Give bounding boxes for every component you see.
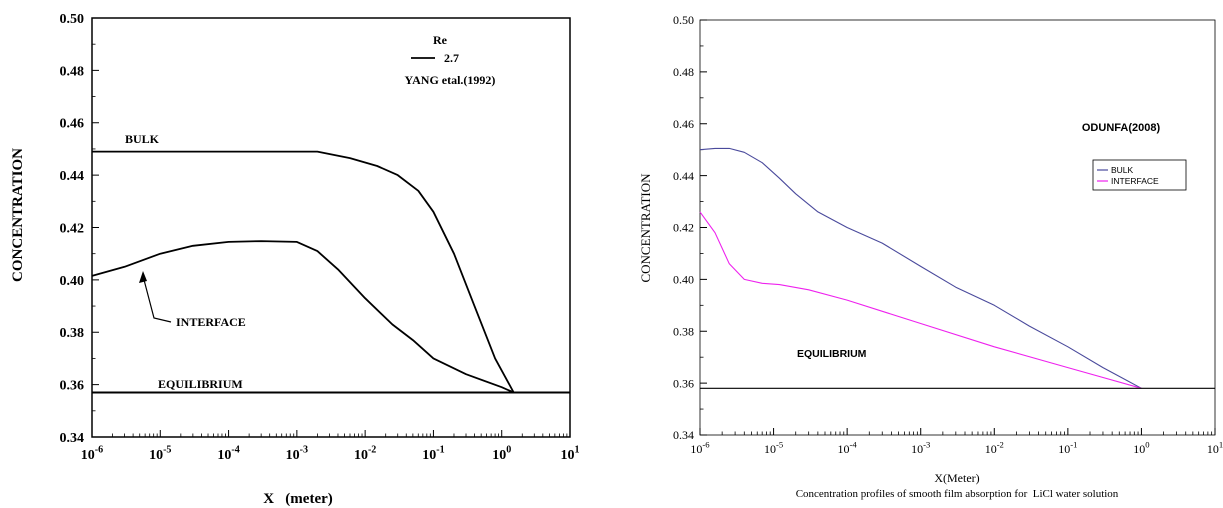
x-tick-label: 10-3 — [286, 445, 308, 463]
y-tick-label: 0.46 — [60, 117, 85, 132]
plot-frame — [91, 17, 571, 438]
x-tick-label: 10-6 — [690, 440, 710, 456]
right-chart: 0.34 0.36 0.38 0.40 0.42 0.44 0.46 0.48 0.50 10-6… — [638, 13, 1223, 500]
left-interface-arrow-shaft — [142, 275, 172, 323]
y-tick-label: 0.48 — [60, 64, 85, 79]
left-axes — [91, 17, 571, 438]
right-legend-bulk-label: BULK — [1111, 165, 1134, 175]
left-interface-arrowhead — [139, 271, 147, 283]
x-tick-label: 10-5 — [764, 440, 783, 456]
x-tick-label: 10-5 — [149, 445, 171, 463]
y-tick-label: 0.42 — [673, 221, 694, 235]
y-tick-label: 0.36 — [673, 376, 694, 390]
series-line-bulk — [92, 150, 515, 393]
left-series — [91, 150, 570, 394]
right-caption: Concentration profiles of smooth film ab… — [796, 488, 1119, 500]
series-line-interface — [699, 211, 1142, 389]
left-annotation-equilibrium: EQUILIBRIUM — [158, 377, 243, 391]
y-tick-label: 0.34 — [673, 428, 694, 442]
right-axes — [699, 19, 1216, 436]
x-tick-label: 101 — [1207, 440, 1223, 456]
left-annotation-bulk: BULK — [125, 132, 160, 146]
y-tick-label: 0.38 — [60, 326, 85, 341]
x-tick-label: 10-1 — [422, 445, 444, 463]
y-tick-label: 0.50 — [673, 13, 694, 27]
left-tick-labels: 0.34 0.36 0.38 0.40 0.42 0.44 0.46 0.48 0.50 10-6… — [60, 12, 580, 463]
series-line-interface — [91, 240, 515, 394]
y-tick-label: 0.50 — [60, 12, 85, 27]
x-tick-label: 10-2 — [354, 445, 376, 463]
right-source-label: ODUNFA(2008) — [1082, 122, 1161, 134]
y-tick-label: 0.42 — [60, 221, 85, 236]
right-legend-box — [1092, 159, 1187, 191]
x-tick-label: 10-2 — [985, 440, 1004, 456]
plot-frame — [699, 19, 1216, 436]
right-tick-labels: 0.34 0.36 0.38 0.40 0.42 0.44 0.46 0.48 0.50 10-6… — [673, 13, 1223, 456]
x-tick-label: 10-3 — [911, 440, 930, 456]
y-tick-label: 0.44 — [673, 169, 694, 183]
y-tick-label: 0.48 — [673, 65, 694, 79]
left-legend-title: Re — [433, 33, 448, 47]
right-xlabel: X(Meter) — [934, 471, 979, 485]
left-legend-entry: 2.7 — [444, 51, 459, 65]
right-annotation-equilibrium: EQUILIBRIUM — [797, 348, 867, 360]
y-tick-label: 0.46 — [673, 117, 694, 131]
left-chart: 0.34 0.36 0.38 0.40 0.42 0.44 0.46 0.48 0.50 10-6… — [10, 12, 580, 507]
right-series — [699, 147, 1215, 389]
x-tick-label: 101 — [560, 445, 579, 463]
y-tick-label: 0.38 — [673, 324, 694, 338]
y-tick-label: 0.40 — [673, 273, 694, 287]
x-tick-label: 10-4 — [838, 440, 858, 456]
x-tick-label: 100 — [492, 445, 511, 463]
right-ylabel: CONCENTRATION — [638, 173, 653, 283]
y-tick-label: 0.36 — [60, 379, 85, 394]
left-ylabel: CONCENTRATION — [10, 148, 26, 282]
right-legend-interface-label: INTERFACE — [1111, 176, 1159, 186]
x-tick-label: 10-6 — [81, 445, 103, 463]
y-tick-label: 0.40 — [60, 274, 85, 289]
x-tick-label: 10-1 — [1058, 440, 1077, 456]
y-tick-label: 0.34 — [60, 431, 85, 446]
left-xlabel: X (meter) — [263, 491, 333, 507]
x-tick-label: 10-4 — [217, 445, 239, 463]
left-legend-source: YANG etal.(1992) — [405, 73, 496, 87]
x-tick-label: 100 — [1133, 440, 1149, 456]
series-line-bulk — [699, 147, 1142, 389]
left-annotation-interface: INTERFACE — [176, 315, 246, 329]
y-tick-label: 0.44 — [60, 169, 85, 184]
